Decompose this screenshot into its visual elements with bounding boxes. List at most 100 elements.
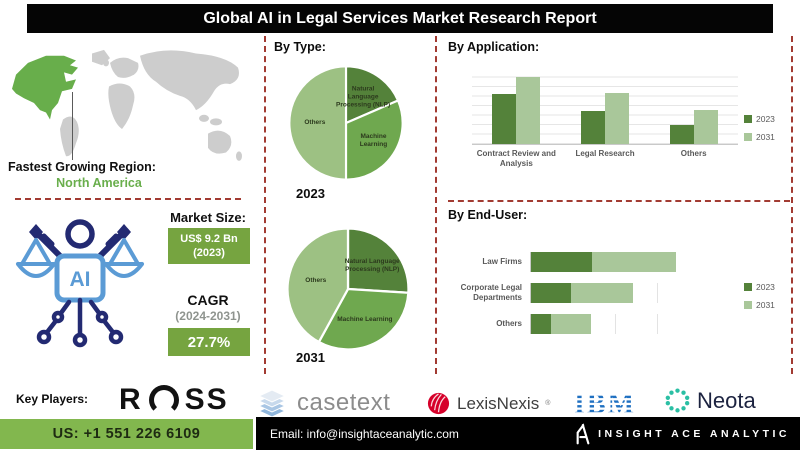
continent-africa — [108, 83, 135, 129]
icon-left-pan-strings — [20, 238, 52, 266]
market-size-value: US$ 9.2 Bn — [180, 232, 238, 245]
icon-circuit-left-1 — [58, 299, 72, 316]
icon-right-arm-bar — [105, 233, 119, 247]
legend-item-2023: 2023 — [744, 282, 775, 292]
phone-number: US: +1 551 226 6109 — [52, 426, 201, 442]
axis-category-label: Others — [680, 149, 707, 158]
by-application-heading: By Application: — [448, 40, 540, 54]
insight-ace-logo-icon — [576, 422, 590, 444]
pie-year-2031: 2031 — [296, 350, 325, 365]
pie-year-2023: 2023 — [296, 186, 325, 201]
bar-2023 — [669, 125, 694, 144]
email-text: Email: info@insightaceanalytic.com — [270, 426, 459, 441]
pie-svg — [286, 227, 410, 351]
pie-chart-2031: Natural Language Processing (NLP) Machine… — [285, 226, 411, 352]
icon-right-pan-strings — [108, 238, 140, 266]
icon-left-arm — [33, 229, 63, 259]
phone-bar: US: +1 551 226 6109 — [0, 419, 253, 449]
key-players-label: Key Players: — [16, 392, 89, 406]
casetext-wordmark: casetext — [297, 389, 391, 416]
ibm-stripe-mask — [572, 393, 658, 415]
bar-2023 — [492, 93, 517, 144]
axis-category-label: Others — [496, 319, 522, 329]
cagr-value: 27.7% — [187, 333, 231, 351]
axis-category-label: Legal Research — [575, 149, 635, 158]
bar-segment-2031 — [571, 283, 634, 303]
bar-2031 — [693, 109, 718, 144]
legend-swatch-2031 — [744, 133, 752, 141]
cagr-period: (2024-2031) — [175, 309, 241, 323]
divider-horizontal-right — [448, 200, 790, 202]
casetext-stack-icon — [257, 389, 287, 418]
market-size-year: (2023) — [193, 247, 225, 259]
application-xlabels: Contract Review and Analysis Legal Resear… — [472, 149, 738, 170]
icon-circuit-node-right-1 — [95, 310, 109, 324]
report-title-bar: Global AI in Legal Services Market Resea… — [27, 4, 773, 33]
continent-south-america — [60, 116, 79, 157]
icon-right-arm — [97, 229, 127, 259]
axis-category-label: Law Firms — [482, 257, 522, 267]
bar-segment-2023 — [531, 314, 552, 334]
legend-label-2023: 2023 — [756, 114, 775, 124]
divider-vertical-right — [791, 36, 793, 374]
enduser-row: Corporate Legal Departments — [436, 283, 736, 303]
legend-label-2031: 2031 — [756, 300, 775, 310]
brand-name: INSIGHT ACE ANALYTIC — [598, 427, 790, 440]
continent-australia — [208, 130, 232, 154]
report-title: Global AI in Legal Services Market Resea… — [203, 9, 597, 27]
cagr-label: CAGR — [187, 292, 229, 308]
market-size-label: Market Size: — [170, 210, 246, 225]
bar-2031 — [516, 77, 541, 144]
bar-segment-2023 — [531, 252, 592, 272]
legend-label-2023: 2023 — [756, 282, 775, 292]
region-value: North America — [56, 176, 142, 190]
region-pointer-line — [72, 92, 73, 160]
lexisnexis-reg-mark: ® — [545, 400, 551, 407]
pie-slice-0 — [344, 65, 400, 125]
logo-ibm: IBM — [572, 389, 658, 417]
icon-left-arm-cap — [29, 224, 43, 240]
icon-right-arm-cap — [117, 224, 131, 240]
pie-chart-2023: Natural Language Processing (NLP) Machine… — [287, 64, 405, 182]
pie-slice-2 — [286, 227, 350, 344]
icon-circuit-right-1 — [88, 299, 102, 316]
email-bar: Email: info@insightaceanalytic.com INSIG… — [256, 417, 800, 450]
pie-svg — [288, 65, 404, 181]
neota-wordmark: Neota — [697, 387, 756, 413]
ai-legal-scales-icon: AI — [16, 219, 144, 348]
bar-track — [530, 283, 699, 303]
lexisnexis-wordmark: LexisNexis — [457, 393, 540, 413]
icon-circuit-node-left-1 — [51, 310, 65, 324]
ross-suffix: SS — [184, 383, 229, 416]
icon-ai-chip-text: AI — [70, 268, 91, 291]
icon-circuit-right-2 — [102, 319, 115, 334]
legend-swatch-2031 — [744, 301, 752, 309]
logo-lexisnexis: LexisNexis ® — [426, 391, 550, 416]
icon-left-arm-bar — [41, 233, 55, 247]
application-plot — [472, 68, 738, 145]
legend-label-2031: 2031 — [756, 132, 775, 142]
bar-segment-2031 — [591, 252, 676, 272]
legend-item-2023: 2023 — [744, 114, 775, 124]
enduser-row: Law Firms — [436, 252, 736, 272]
ross-o-glyph — [148, 385, 179, 415]
world-map — [12, 49, 242, 161]
bar-2023 — [581, 110, 605, 144]
icon-right-pan-bowl — [104, 262, 144, 278]
logo-neota: Neota — [664, 387, 756, 414]
icon-circuit-node-center — [72, 332, 88, 348]
by-end-user-heading: By End-User: — [448, 208, 528, 222]
divider-vertical-left — [264, 36, 266, 374]
continent-europe — [110, 57, 139, 78]
legend-swatch-2023 — [744, 283, 752, 291]
bar-track — [530, 252, 699, 272]
legend-item-2031: 2031 — [744, 132, 775, 142]
island-nz — [236, 151, 242, 161]
by-type-heading: By Type: — [274, 40, 326, 54]
axis-category-label: Contract Review and Analysis — [476, 149, 556, 169]
icon-circuit-left-2 — [45, 319, 58, 334]
enduser-legend: 2023 2031 — [744, 282, 775, 318]
brand-lockup: INSIGHT ACE ANALYTIC — [575, 417, 790, 450]
islands-se-asia-2 — [210, 118, 222, 126]
axis-category-label: Corporate Legal Departments — [460, 283, 522, 302]
